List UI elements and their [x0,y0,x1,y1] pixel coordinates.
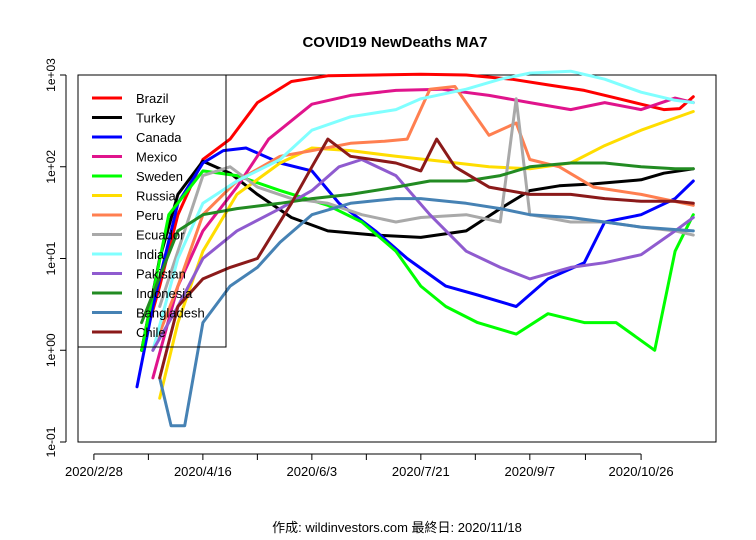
series-line-bangladesh [158,197,695,428]
series-line-turkey [140,159,695,352]
y-tick-label: 1e+01 [44,241,58,275]
legend-item: Chile [92,325,166,340]
series-lines [135,69,695,428]
x-tick-label: 2020/10/26 [609,464,674,479]
legend-item: Ecuador [92,228,185,243]
series-line-mexico [151,87,695,380]
series-line-sweden [140,169,695,352]
legend-item: Sweden [92,169,183,184]
y-tick-label: 1e+02 [44,150,58,184]
legend-item: Brazil [92,91,169,106]
x-axis: 2020/2/28 2020/4/16 2020/6/3 2020/7/21 2020/… [65,453,674,479]
legend-item: Russia [92,189,177,204]
legend-item: India [92,247,165,262]
series-line-peru [151,85,695,352]
series-line-pakistan [151,158,695,352]
x-tick-label: 2020/6/3 [287,464,338,479]
y-axis: 1e-01 1e+00 1e+01 1e+02 1e+03 [44,58,67,457]
legend-item: Pakistan [92,267,186,282]
legend-label: Russia [136,189,177,204]
legend-label: Mexico [136,150,177,165]
series-line-ecuador [158,97,695,308]
legend-item: Peru [92,208,163,223]
legend-label: Peru [136,208,163,223]
legend-label: Indonesia [136,286,193,301]
legend-label: Ecuador [136,228,185,243]
legend-label: Bangladesh [136,306,205,321]
legend-item: Bangladesh [92,306,205,321]
x-tick-label: 2020/9/7 [505,464,556,479]
legend-label: Brazil [136,91,169,106]
series-line-russia [158,110,695,400]
chart-title: COVID19 NewDeaths MA7 [302,34,487,51]
y-tick-label: 1e+03 [44,58,58,92]
legend-label: Pakistan [136,267,186,282]
legend-label: Canada [136,130,182,145]
legend-item: Canada [92,130,182,145]
legend-label: Sweden [136,169,183,184]
chart-footer: 作成: wildinvestors.com 最終日: 2020/11/18 [272,520,522,535]
legend-label: Turkey [136,111,176,126]
legend-item: Turkey [92,111,176,126]
legend-item: Indonesia [92,286,193,301]
legend-label: Chile [136,325,166,340]
legend-item: Mexico [92,150,177,165]
series-line-chile [158,137,695,380]
x-tick-label: 2020/4/16 [174,464,232,479]
legend-label: India [136,247,165,262]
x-tick-label: 2020/7/21 [392,464,450,479]
series-line-brazil [140,72,695,352]
series-line-india [151,69,695,352]
series-line-canada [135,146,695,389]
legend-box [77,74,227,348]
y-tick-label: 1e-01 [44,426,58,457]
y-tick-label: 1e+00 [44,333,58,367]
x-tick-label: 2020/2/28 [65,464,123,479]
legend: Brazil Turkey Canada Mexico Sweden Russia Peru… [77,74,227,348]
